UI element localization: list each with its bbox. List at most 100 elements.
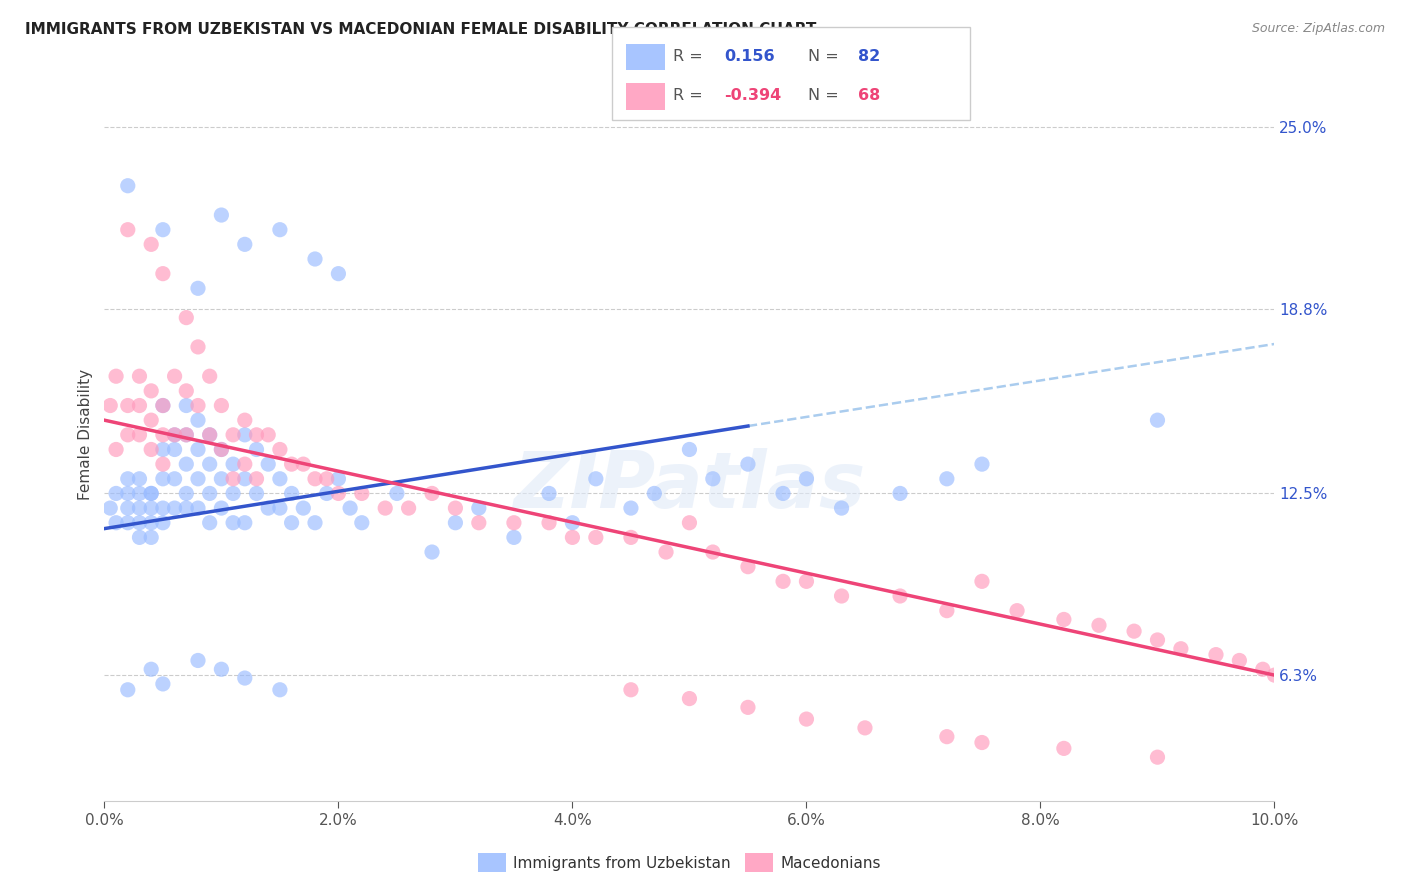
Point bbox=[163, 427, 186, 442]
Point bbox=[117, 486, 139, 500]
Point bbox=[117, 501, 139, 516]
Point bbox=[163, 427, 186, 442]
Point bbox=[128, 399, 150, 413]
Point bbox=[292, 501, 315, 516]
Point bbox=[233, 472, 256, 486]
Point bbox=[269, 682, 291, 697]
Point bbox=[105, 369, 128, 384]
Point bbox=[187, 472, 209, 486]
Point bbox=[128, 516, 150, 530]
Point bbox=[128, 472, 150, 486]
Point bbox=[1053, 741, 1076, 756]
Point bbox=[269, 442, 291, 457]
Point bbox=[174, 501, 197, 516]
Point bbox=[304, 516, 326, 530]
Text: -0.394: -0.394 bbox=[724, 88, 782, 103]
Point bbox=[772, 574, 794, 589]
Text: Source: ZipAtlas.com: Source: ZipAtlas.com bbox=[1251, 22, 1385, 36]
Point bbox=[152, 516, 174, 530]
Point bbox=[117, 178, 139, 193]
Point bbox=[315, 486, 337, 500]
Point bbox=[1170, 641, 1192, 656]
Point bbox=[831, 501, 853, 516]
Point bbox=[187, 340, 209, 354]
Point bbox=[350, 516, 373, 530]
Point bbox=[152, 223, 174, 237]
Point bbox=[620, 501, 643, 516]
Point bbox=[269, 472, 291, 486]
Point bbox=[198, 486, 221, 500]
Point bbox=[222, 486, 245, 500]
Point bbox=[152, 472, 174, 486]
Point bbox=[702, 545, 724, 559]
Point bbox=[503, 530, 526, 544]
Point bbox=[222, 472, 245, 486]
Point bbox=[174, 384, 197, 398]
Point bbox=[105, 516, 128, 530]
Point bbox=[141, 501, 163, 516]
Point bbox=[152, 501, 174, 516]
Point bbox=[152, 399, 174, 413]
Point bbox=[1088, 618, 1111, 632]
Point bbox=[198, 427, 221, 442]
Point bbox=[468, 501, 491, 516]
Point bbox=[935, 604, 957, 618]
Text: N =: N = bbox=[808, 49, 845, 63]
Point bbox=[209, 399, 232, 413]
Point bbox=[152, 677, 174, 691]
Point bbox=[280, 457, 302, 471]
Point bbox=[209, 208, 232, 222]
Point bbox=[128, 501, 150, 516]
Point bbox=[503, 516, 526, 530]
Point bbox=[209, 662, 232, 676]
Point bbox=[174, 399, 197, 413]
Point bbox=[117, 223, 139, 237]
Point bbox=[141, 516, 163, 530]
Point bbox=[1005, 604, 1028, 618]
Point bbox=[163, 501, 186, 516]
Point bbox=[737, 457, 759, 471]
Point bbox=[128, 530, 150, 544]
Point bbox=[117, 399, 139, 413]
Point bbox=[831, 589, 853, 603]
Text: 0.156: 0.156 bbox=[724, 49, 775, 63]
Point bbox=[222, 427, 245, 442]
Point bbox=[1146, 750, 1168, 764]
Point bbox=[257, 457, 280, 471]
Point bbox=[233, 516, 256, 530]
Point bbox=[141, 413, 163, 427]
Point bbox=[198, 457, 221, 471]
Point bbox=[152, 442, 174, 457]
Point bbox=[198, 516, 221, 530]
Point bbox=[105, 486, 128, 500]
Point bbox=[105, 442, 128, 457]
Point bbox=[328, 486, 350, 500]
Point bbox=[233, 427, 256, 442]
Point bbox=[678, 691, 700, 706]
Point bbox=[585, 530, 607, 544]
Point bbox=[187, 442, 209, 457]
Point bbox=[98, 501, 121, 516]
Point bbox=[245, 486, 267, 500]
Point bbox=[141, 384, 163, 398]
Point bbox=[222, 457, 245, 471]
Point bbox=[889, 486, 911, 500]
Point bbox=[269, 223, 291, 237]
Point bbox=[117, 472, 139, 486]
Text: Immigrants from Uzbekistan: Immigrants from Uzbekistan bbox=[513, 856, 731, 871]
Point bbox=[315, 472, 337, 486]
Point bbox=[128, 369, 150, 384]
Point bbox=[420, 486, 443, 500]
Point bbox=[174, 427, 197, 442]
Point bbox=[141, 530, 163, 544]
Point bbox=[187, 399, 209, 413]
Point bbox=[141, 662, 163, 676]
Point bbox=[141, 442, 163, 457]
Point bbox=[561, 516, 583, 530]
Point bbox=[292, 457, 315, 471]
Point bbox=[935, 472, 957, 486]
Point bbox=[174, 427, 197, 442]
Point bbox=[187, 501, 209, 516]
Point bbox=[468, 516, 491, 530]
Point bbox=[796, 472, 818, 486]
